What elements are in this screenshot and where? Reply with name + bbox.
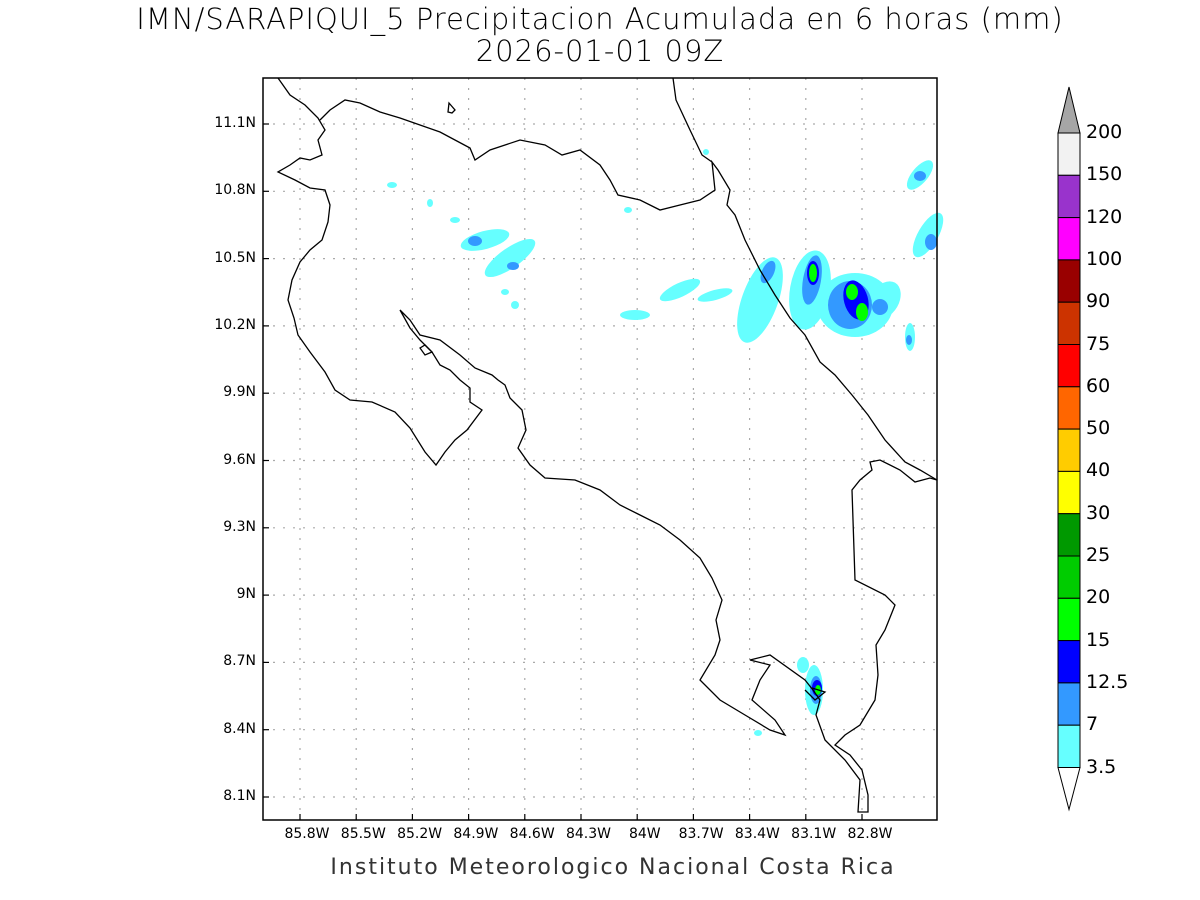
lon-tick-label: 83.1W bbox=[791, 826, 837, 842]
colorbar-label: 12.5 bbox=[1086, 670, 1129, 693]
lat-tick-label: 11.1N bbox=[214, 115, 256, 131]
colorbar-swatch bbox=[1057, 301, 1081, 346]
colorbar-label: 75 bbox=[1086, 332, 1111, 355]
lon-tick-label: 85.8W bbox=[284, 826, 330, 842]
lat-tick-label: 10.5N bbox=[214, 249, 256, 266]
colorbar-swatch bbox=[1057, 174, 1081, 219]
lat-tick-label: 8.7N bbox=[223, 653, 256, 670]
colorbar-label: 150 bbox=[1086, 163, 1123, 186]
lon-tick-label: 84.3W bbox=[565, 826, 611, 842]
colorbar-swatch bbox=[1057, 132, 1081, 176]
lat-tick-label: 9.6N bbox=[223, 451, 256, 468]
colorbar-swatch bbox=[1057, 513, 1081, 557]
colorbar-label: 90 bbox=[1086, 290, 1111, 313]
lat-tick-label: 9.9N bbox=[223, 384, 256, 401]
colorbar-label: 3.5 bbox=[1086, 755, 1117, 778]
precipitation-field bbox=[387, 149, 944, 736]
colorbar-swatch bbox=[1057, 470, 1081, 515]
colorbar-under-triangle bbox=[1057, 767, 1081, 812]
lat-tick-label: 9.3N bbox=[223, 518, 256, 535]
lat-tick-label: 9N bbox=[236, 586, 256, 603]
colorbar-swatch bbox=[1057, 597, 1081, 642]
colorbar-swatch bbox=[1057, 640, 1081, 684]
colorbar-swatch bbox=[1057, 259, 1081, 303]
colorbar-swatch bbox=[1057, 344, 1081, 388]
coastline bbox=[276, 77, 938, 813]
colorbar-swatch bbox=[1057, 682, 1081, 726]
colorbar-label: 25 bbox=[1086, 544, 1111, 566]
colorbar-label: 120 bbox=[1086, 205, 1123, 228]
lon-tick-label: 85.5W bbox=[340, 826, 386, 842]
colorbar-label: 15 bbox=[1086, 628, 1111, 651]
lon-tick-label: 84.9W bbox=[453, 826, 499, 842]
colorbar-label: 100 bbox=[1086, 247, 1123, 270]
colorbar-label: 20 bbox=[1086, 586, 1111, 609]
lat-tick-label: 10.2N bbox=[214, 316, 256, 333]
colorbar-label: 30 bbox=[1086, 501, 1111, 524]
credit-text: Instituto Meteorologico Nacional Costa R… bbox=[330, 855, 896, 880]
colorbar-label: 50 bbox=[1086, 417, 1111, 440]
gridlines bbox=[263, 78, 937, 820]
lon-tick-label: 83.7W bbox=[678, 826, 724, 842]
lat-tick-label: 8.1N bbox=[223, 788, 256, 804]
colorbar bbox=[1057, 86, 1081, 812]
lat-tick-label: 10.8N bbox=[214, 182, 256, 199]
colorbar-swatch bbox=[1057, 724, 1081, 769]
map-frame bbox=[262, 77, 938, 821]
map-title: IMN/SARAPIQUI_5 Precipitacion Acumulada … bbox=[136, 2, 1064, 36]
colorbar-over-triangle bbox=[1057, 86, 1081, 134]
colorbar-label: 7 bbox=[1086, 713, 1099, 736]
lon-tick-label: 84.6W bbox=[509, 826, 555, 842]
colorbar-swatch bbox=[1057, 217, 1081, 261]
lat-tick-label: 8.4N bbox=[223, 720, 256, 737]
colorbar-label: 40 bbox=[1086, 459, 1111, 482]
colorbar-swatch bbox=[1057, 386, 1081, 430]
map-subtitle: 2026-01-01 09Z bbox=[475, 34, 725, 68]
colorbar-swatch bbox=[1057, 555, 1081, 599]
lon-tick-label: 84W bbox=[628, 826, 661, 842]
colorbar-label: 200 bbox=[1086, 121, 1123, 143]
colorbar-label: 60 bbox=[1086, 374, 1111, 397]
lon-tick-label: 85.2W bbox=[397, 826, 443, 842]
lon-tick-label: 82.8W bbox=[847, 826, 893, 842]
colorbar-swatch bbox=[1057, 428, 1081, 472]
lon-tick-label: 83.4W bbox=[734, 826, 780, 842]
